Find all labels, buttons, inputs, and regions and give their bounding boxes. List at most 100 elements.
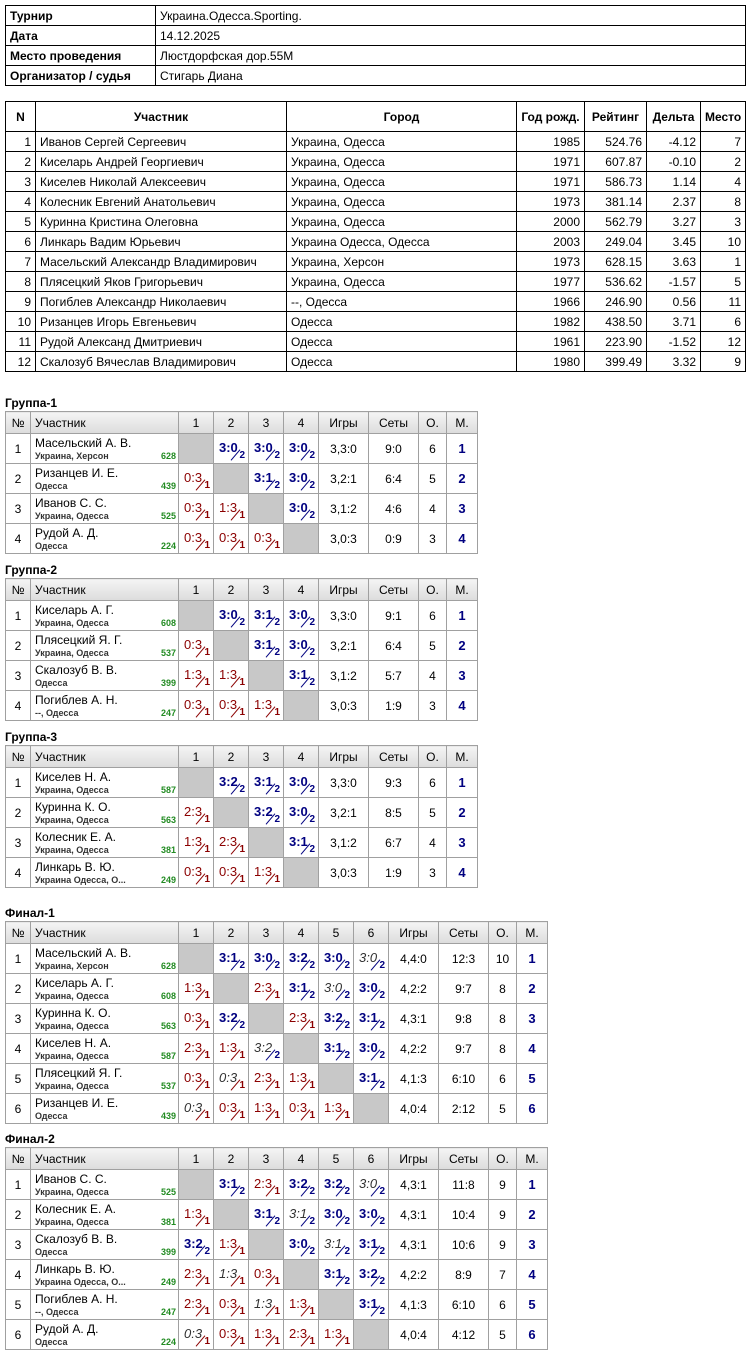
result: 3:1 2	[250, 465, 283, 493]
score: 2:3	[184, 1266, 203, 1281]
participant-cell: -1.57	[646, 271, 701, 292]
place: 3	[446, 827, 478, 858]
score: 3:1	[254, 470, 273, 485]
result-cell: 3:0 2	[353, 1199, 389, 1230]
result-cell: 2:3 1	[248, 973, 284, 1004]
player: Колесник Е. А. Украина, Одесса 381	[32, 1201, 178, 1229]
match-points: 2	[309, 617, 315, 628]
self-cell	[248, 660, 284, 691]
score: 3:0	[289, 637, 308, 652]
column-header: 3	[248, 578, 284, 601]
place: 5	[516, 1063, 548, 1094]
result-cell: 3:1 2	[318, 1259, 354, 1290]
match-points: 1	[344, 1110, 350, 1121]
place: 6	[516, 1093, 548, 1124]
group-row: 1 Киселев Н. А. Украина, Одесса 587 3:2 2 3:1 2…	[5, 767, 478, 798]
player-rating: 247	[160, 708, 176, 718]
result-cell: 3:1 2	[353, 1003, 389, 1034]
participant-cell: 3	[5, 171, 36, 192]
player-cell: Ризанцев И. Е. Одесса 439	[30, 1093, 179, 1124]
column-header: Дельта	[646, 101, 701, 132]
match-points: 1	[274, 1080, 280, 1091]
result: 2:3 1	[250, 1065, 283, 1093]
group-row: 3 Колесник Е. А. Украина, Одесса 381 1:3 1 2:3…	[5, 827, 478, 858]
match-points: 2	[344, 960, 350, 971]
player-cell: Куринна К. О. Украина, Одесса 563	[30, 797, 179, 828]
points: 5	[488, 1093, 517, 1124]
result-cell: 3:2 2	[213, 767, 249, 798]
result: 3:1 2	[355, 1231, 388, 1259]
player-cell: Киселев Н. А. Украина, Одесса 587	[30, 1033, 179, 1064]
match-points: 1	[204, 707, 210, 718]
column-header: №	[5, 921, 31, 944]
header-row: № Участник 1 2 3 4 5 6 Игры Сеты О. М.	[5, 921, 548, 944]
header-row: № Участник 1 2 3 4 Игры Сеты О. М.	[5, 411, 478, 434]
player-city: Украина, Одесса	[35, 991, 109, 1001]
match-points: 2	[379, 1050, 385, 1061]
result: 3:2 2	[355, 1261, 388, 1289]
column-header: Участник	[30, 578, 179, 601]
participant-cell: 7	[5, 251, 36, 272]
match-points: 1	[204, 1080, 210, 1091]
result-cell: 3:0 2	[213, 433, 249, 464]
player-city: Одесса	[35, 541, 68, 551]
group-row: 6 Рудой А. Д. Одесса 224 0:3 1 0:3 1 1:3 1 2:3 1 1:3…	[5, 1319, 548, 1350]
result-cell: 1:3 1	[318, 1093, 354, 1124]
result-cell: 2:3 1	[283, 1319, 319, 1350]
column-header: Игры	[318, 745, 369, 768]
score: 3:2	[219, 774, 238, 789]
column-header: Игры	[318, 411, 369, 434]
result-cell: 3:0 2	[283, 493, 319, 524]
participant-cell: 10	[5, 311, 36, 332]
row-number: 1	[5, 767, 31, 798]
player-city: Украина, Херсон	[35, 451, 109, 461]
score: 0:3	[254, 1266, 273, 1281]
column-header: 4	[283, 1147, 319, 1170]
player-name: Погиблев А. Н.	[35, 693, 118, 707]
result: 3:2 2	[215, 1005, 248, 1033]
match-points: 2	[274, 1216, 280, 1227]
participant-cell: Масельский Александр Владимирович	[35, 251, 287, 272]
player-city: Украина, Одесса	[35, 1081, 109, 1091]
participant-cell: 607.87	[584, 151, 647, 172]
column-header: 2	[213, 745, 249, 768]
points: 4	[418, 827, 447, 858]
sets: 8:5	[368, 797, 419, 828]
match-points: 2	[239, 960, 245, 971]
group-row: 5 Плясецкий Я. Г. Украина, Одесса 537 0:3 1 0:…	[5, 1063, 548, 1094]
participant-cell: 1977	[516, 271, 585, 292]
points: 4	[418, 660, 447, 691]
points: 6	[488, 1289, 517, 1320]
place: 1	[446, 433, 478, 464]
participant-cell: 3.45	[646, 231, 701, 252]
points: 9	[488, 1199, 517, 1230]
group-row: 4 Киселев Н. А. Украина, Одесса 587 2:3 1 1:3 1…	[5, 1033, 548, 1064]
player-rating: 537	[160, 1081, 176, 1091]
score: 3:1	[219, 1176, 238, 1191]
result-cell: 1:3 1	[248, 1319, 284, 1350]
sets: 2:12	[438, 1093, 489, 1124]
place: 3	[516, 1003, 548, 1034]
player-city: Одесса	[35, 678, 68, 688]
result: 3:1 2	[250, 769, 283, 797]
match-points: 1	[204, 814, 210, 825]
self-cell	[178, 767, 214, 798]
result-cell: 3:0 2	[283, 767, 319, 798]
result: 0:3 1	[180, 495, 213, 523]
score: 0:3	[184, 1070, 203, 1085]
column-header: 2	[213, 578, 249, 601]
info-row: Турнир Украина.Одесса.Sporting.	[5, 5, 746, 26]
result-cell: 3:0 2	[283, 797, 319, 828]
score: 3:1	[289, 834, 308, 849]
match-points: 2	[309, 510, 315, 521]
match-points: 1	[309, 1336, 315, 1347]
score: 2:3	[219, 834, 238, 849]
result-cell: 3:2 2	[318, 1003, 354, 1034]
result: 0:3 1	[285, 1095, 318, 1123]
participant-cell: 4	[5, 191, 36, 212]
column-header: М.	[516, 1147, 548, 1170]
score: 3:0	[289, 440, 308, 455]
score: 2:3	[184, 804, 203, 819]
